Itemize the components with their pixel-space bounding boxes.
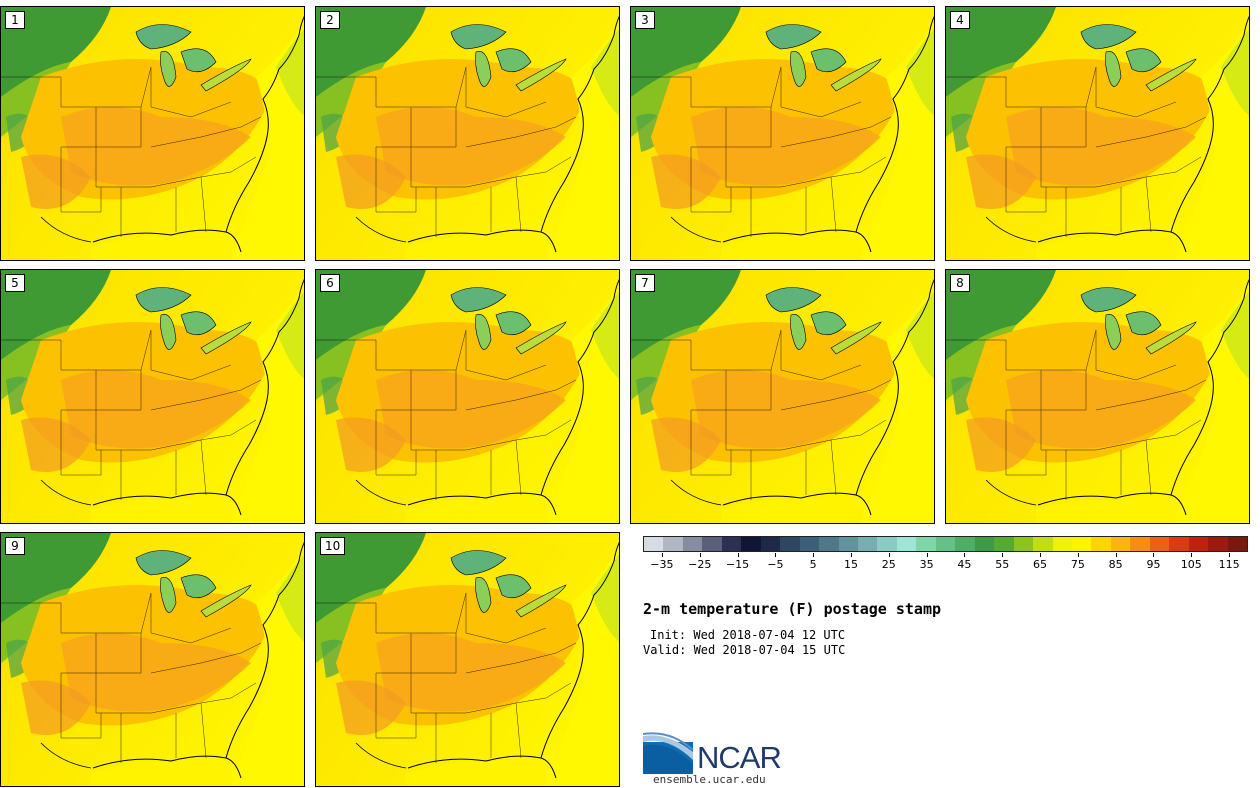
map-panel-5: 5 xyxy=(0,269,305,524)
colorbar-segment xyxy=(974,537,995,551)
colorbar-tick-label: 115 xyxy=(1218,558,1240,571)
colorbar-tick xyxy=(699,553,701,557)
colorbar-tick-label: 5 xyxy=(809,558,817,571)
map-panel-4: 4 xyxy=(945,6,1250,261)
colorbar-tick-label: 105 xyxy=(1180,558,1202,571)
valid-time: Valid: Wed 2018-07-04 15 UTC xyxy=(643,643,846,657)
colorbar-segment xyxy=(896,537,917,551)
member-label: 2 xyxy=(320,11,340,29)
colorbar-tick-label: −15 xyxy=(725,558,750,571)
colorbar-tick xyxy=(964,553,966,557)
colorbar-segment xyxy=(644,537,664,551)
colorbar-tick-label: −25 xyxy=(688,558,712,571)
colorbar-ticks: −35 −25 −15 −5 5 15 25 35 45 55 65 75 85 95 105 115 xyxy=(643,553,1248,573)
colorbar-tick-label: 95 xyxy=(1146,558,1161,571)
colorbar-tick-label: 45 xyxy=(957,558,972,571)
member-label: 4 xyxy=(950,11,970,29)
member-label: 9 xyxy=(5,537,25,555)
map-panel-3: 3 xyxy=(630,6,935,261)
colorbar-segment xyxy=(1188,537,1209,551)
colorbar-tick-label: 75 xyxy=(1070,558,1085,571)
colorbar-tick xyxy=(775,553,777,557)
colorbar-segment xyxy=(1033,537,1053,551)
map-panel-2: 2 xyxy=(315,6,620,261)
colorbar-segment xyxy=(721,537,742,551)
colorbar-segment xyxy=(1013,537,1034,551)
member-label: 1 xyxy=(5,11,25,29)
colorbar-tick xyxy=(661,553,663,557)
colorbar-segment xyxy=(1130,537,1150,551)
colorbar-segment xyxy=(799,537,820,551)
colorbar-segment xyxy=(1208,537,1228,551)
colorbar-tick-label: −35 xyxy=(650,558,674,571)
colorbar-segment xyxy=(760,537,781,551)
colorbar-segment xyxy=(916,537,936,551)
colorbar-segment xyxy=(1071,537,1092,551)
colorbar-tick-label: 65 xyxy=(1033,558,1048,571)
member-label: 8 xyxy=(950,274,970,292)
site-url: ensemble.ucar.edu xyxy=(653,773,766,786)
colorbar-segment xyxy=(1149,537,1170,551)
member-label: 7 xyxy=(635,274,655,292)
colorbar-tick-label: 15 xyxy=(843,558,858,571)
colorbar-tick xyxy=(1040,553,1042,557)
colorbar-segment xyxy=(1110,537,1131,551)
colorbar-segment xyxy=(682,537,703,551)
ncar-logo-text: NCAR xyxy=(697,740,782,775)
member-label: 10 xyxy=(320,537,346,555)
colorbar-tick xyxy=(888,553,890,557)
colorbar-segment xyxy=(1052,537,1072,551)
temperature-colorbar xyxy=(643,536,1248,552)
init-time: Init: Wed 2018-07-04 12 UTC xyxy=(650,628,846,642)
colorbar-tick xyxy=(850,553,852,557)
colorbar-tick xyxy=(1002,553,1004,557)
colorbar-tick-label: −5 xyxy=(767,558,784,571)
colorbar-segment xyxy=(1091,537,1111,551)
colorbar-tick xyxy=(737,553,739,557)
colorbar-tick-label: 85 xyxy=(1108,558,1123,571)
colorbar-tick xyxy=(813,553,815,557)
member-label: 3 xyxy=(635,11,655,29)
colorbar-tick xyxy=(926,553,928,557)
colorbar-tick-label: 25 xyxy=(881,558,896,571)
map-panel-10: 10 xyxy=(315,532,620,787)
member-label: 5 xyxy=(5,274,25,292)
colorbar-tick xyxy=(1153,553,1155,557)
member-label: 6 xyxy=(320,274,340,292)
colorbar-tick xyxy=(1115,553,1117,557)
colorbar-segment xyxy=(857,537,878,551)
map-panel-8: 8 xyxy=(945,269,1250,524)
ncar-logo-icon xyxy=(643,732,694,774)
map-panel-1: 1 xyxy=(0,6,305,261)
colorbar-segment xyxy=(1169,537,1189,551)
colorbar-segment xyxy=(702,537,722,551)
colorbar-segment xyxy=(663,537,683,551)
colorbar-segment xyxy=(955,537,975,551)
colorbar-segment xyxy=(741,537,761,551)
map-panel-9: 9 xyxy=(0,532,305,787)
colorbar-tick-label: 55 xyxy=(995,558,1010,571)
map-panel-6: 6 xyxy=(315,269,620,524)
colorbar-segment xyxy=(838,537,858,551)
colorbar-segment xyxy=(780,537,800,551)
colorbar-tick xyxy=(1077,553,1079,557)
colorbar-segment xyxy=(877,537,897,551)
colorbar-tick xyxy=(1229,553,1231,557)
colorbar-segment xyxy=(935,537,956,551)
chart-title: 2-m temperature (F) postage stamp xyxy=(643,600,942,618)
colorbar-tick xyxy=(1191,553,1193,557)
colorbar-segment xyxy=(994,537,1014,551)
colorbar-segment xyxy=(1227,537,1248,551)
colorbar-segment xyxy=(819,537,839,551)
colorbar-tick-label: 35 xyxy=(919,558,934,571)
map-panel-7: 7 xyxy=(630,269,935,524)
